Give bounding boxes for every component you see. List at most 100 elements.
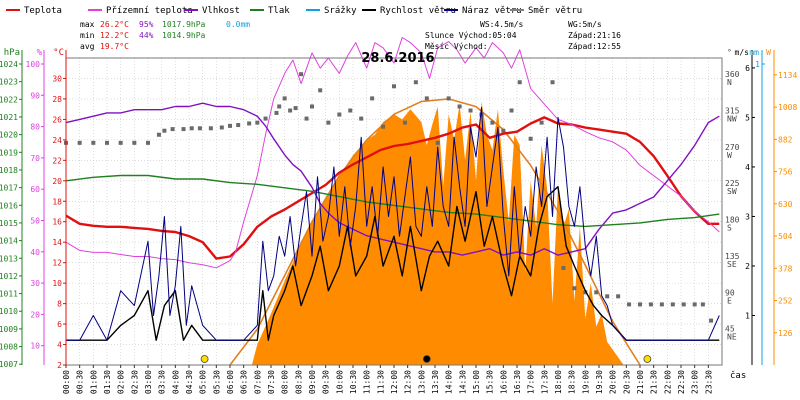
x-tick-label: 20:00: [609, 370, 618, 394]
x-tick-label: 09:30: [322, 370, 331, 394]
wind-direction-point: [118, 140, 123, 145]
wind-direction-point: [219, 125, 224, 130]
x-tick-label: 03:30: [158, 370, 167, 394]
wind-direction-point: [132, 140, 137, 145]
wind-direction-point: [310, 104, 314, 109]
tick-label-wind: 3: [745, 212, 750, 221]
tick-label-celsius: 28: [52, 95, 62, 104]
tick-label-pct: 50: [30, 217, 40, 226]
wind-direction-point: [299, 72, 304, 77]
wind-direction-point: [370, 96, 375, 101]
axis-label-pct: %: [37, 48, 43, 58]
tick-label-hpa: 1014: [0, 237, 18, 246]
tick-label-celsius: 30: [52, 74, 62, 83]
x-tick-label: 12:00: [390, 370, 399, 394]
tick-label-hpa: 1024: [0, 60, 18, 69]
x-tick-label: 00:00: [62, 370, 71, 394]
wind-direction-point: [659, 302, 664, 307]
wind-direction-point: [263, 116, 268, 121]
tick-label-hpa: 1022: [0, 95, 18, 104]
tick-label-direction-abbr: NW: [727, 115, 737, 124]
x-tick-label: 06:00: [226, 370, 235, 394]
wind-direction-point: [550, 80, 555, 85]
wind-direction-point: [255, 120, 260, 125]
stat-max-temp: 26.2°C: [100, 20, 129, 29]
wind-direction-point: [274, 110, 279, 115]
x-tick-label: 22:00: [663, 370, 672, 394]
x-tick-label: 07:30: [267, 370, 276, 394]
tick-label-celsius: 20: [52, 177, 62, 186]
stat-moonset: Západ:12:55: [568, 42, 621, 51]
wind-direction-point: [670, 302, 675, 307]
x-tick-label: 08:00: [281, 370, 290, 394]
stat-max-hum: 95%: [139, 20, 154, 29]
wind-direction-point: [700, 302, 705, 307]
axis-label-rain: mm: [749, 48, 759, 57]
wind-direction-point: [337, 112, 342, 117]
wind-direction-point: [282, 96, 287, 101]
wind-direction-point: [501, 128, 506, 133]
tick-label-wind: 6: [745, 64, 750, 73]
legend: Teplota Přízemní teplota Vlhkost Tlak Srážky…: [6, 6, 582, 16]
tick-label-direction: 270: [725, 143, 740, 152]
tick-label-hpa: 1012: [0, 272, 18, 281]
series-line-tlak: [65, 174, 720, 228]
tick-label-celsius: 2: [57, 361, 62, 370]
tick-label-solar: 504: [778, 232, 793, 241]
x-axis-unit-label: čas: [730, 370, 746, 381]
wind-direction-point: [402, 120, 407, 125]
series-line-náraz-větru: [66, 107, 720, 341]
tick-label-direction-abbr: W: [727, 151, 732, 160]
tick-label-pct: 70: [30, 154, 40, 163]
legend-item-label: Srážky: [324, 6, 357, 16]
tick-label-pct: 90: [30, 91, 40, 100]
wind-direction-point: [435, 140, 440, 145]
wind-direction-point: [197, 126, 202, 131]
stat-max-press: 1017.9hPa: [162, 20, 206, 29]
stat-min-label: min: [80, 31, 95, 40]
wind-direction-point: [583, 290, 588, 295]
wind-direction-point: [638, 302, 642, 307]
x-tick-label: 05:30: [212, 370, 221, 394]
tick-label-pct: 20: [30, 310, 40, 319]
x-tick-label: 03:00: [144, 370, 153, 394]
wind-direction-point: [236, 123, 241, 128]
wind-direction-point: [539, 120, 544, 125]
tick-label-hpa: 1007: [0, 360, 18, 369]
wind-direction-point: [288, 108, 293, 113]
x-tick-label: 18:30: [568, 370, 577, 394]
x-tick-label: 16:00: [499, 370, 508, 394]
wind-direction-point: [170, 127, 175, 132]
x-tick-label: 08:30: [294, 370, 303, 394]
tick-label-solar: 378: [778, 264, 793, 273]
wind-direction-point: [348, 108, 353, 113]
stat-rain: 0.0mm: [226, 20, 250, 29]
wind-direction-point: [162, 128, 167, 133]
axis-label-wind: m/s: [735, 48, 750, 57]
marker-sunset: [643, 355, 652, 363]
wind-direction-point: [457, 104, 462, 109]
series-layer: [64, 37, 720, 363]
tick-label-celsius: 12: [52, 259, 62, 268]
solar-radiation-area: [251, 101, 624, 365]
tick-label-hpa: 1011: [0, 290, 18, 299]
tick-label-pct: 80: [30, 123, 40, 132]
legend-item-label: Vlhkost: [202, 6, 240, 16]
tick-label-hpa: 1008: [0, 343, 18, 352]
chart-title: 28.6.2016: [361, 51, 434, 66]
wind-direction-point: [304, 116, 309, 121]
tick-label-hpa: 1020: [0, 131, 18, 140]
tick-label-direction: 225: [725, 179, 740, 188]
tick-label-solar: 1134: [778, 71, 797, 80]
x-tick-label: 11:00: [363, 370, 372, 394]
x-tick-label: 15:00: [472, 370, 481, 394]
wind-direction-point: [692, 302, 697, 307]
tick-label-celsius: 14: [52, 238, 62, 247]
x-tick-label: 11:30: [376, 370, 385, 394]
x-tick-label: 00:30: [76, 370, 85, 394]
tick-label-celsius: 10: [52, 279, 62, 288]
x-tick-label: 04:00: [171, 370, 180, 394]
tick-label-direction-abbr: SE: [727, 260, 737, 269]
